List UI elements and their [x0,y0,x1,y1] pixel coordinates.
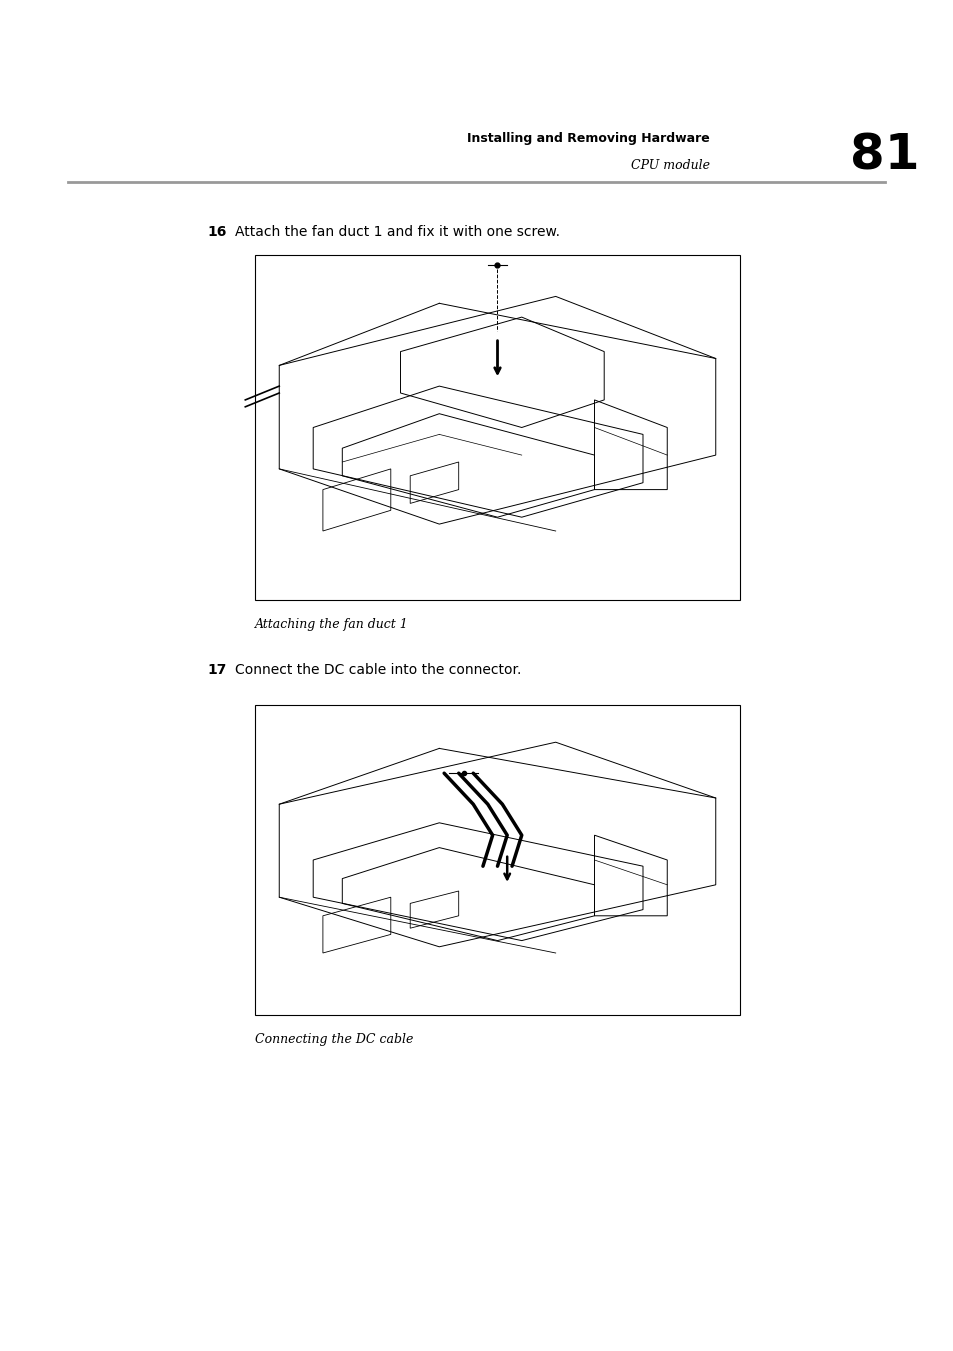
Bar [254,705,740,1015]
Text: 16: 16 [208,226,227,239]
Text: Installing and Removing Hardware: Installing and Removing Hardware [467,132,709,145]
Text: Connect the DC cable into the connector.: Connect the DC cable into the connector. [234,663,521,677]
Text: Attach the fan duct 1 and fix it with one screw.: Attach the fan duct 1 and fix it with on… [234,226,559,239]
Bar [254,255,740,600]
Text: Connecting the DC cable: Connecting the DC cable [254,1034,413,1046]
Text: 17: 17 [208,663,227,677]
Text: CPU module: CPU module [630,159,709,172]
Text: 81: 81 [849,131,919,178]
Text: Attaching the fan duct 1: Attaching the fan duct 1 [254,617,408,631]
